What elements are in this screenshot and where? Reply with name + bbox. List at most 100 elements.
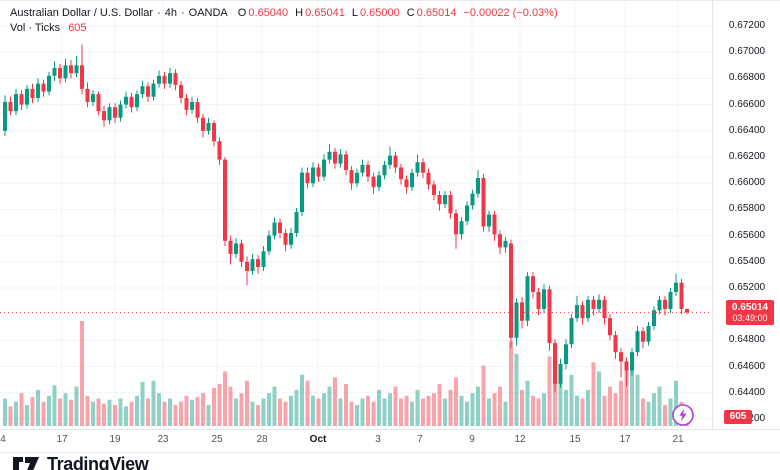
volume-bar — [470, 393, 475, 426]
volume-bar — [349, 401, 354, 426]
volume-study-label[interactable]: Vol · Ticks — [10, 22, 61, 34]
tradingview-logo-icon — [13, 456, 39, 470]
interval-label[interactable]: 4h — [164, 7, 177, 19]
volume-bar — [184, 395, 189, 426]
volume-bar — [443, 398, 447, 426]
low-label: L — [351, 7, 358, 19]
candle-body — [69, 65, 73, 74]
candle-body — [322, 159, 326, 177]
symbol-title[interactable]: Australian Dollar / U.S. Dollar — [10, 7, 154, 19]
candle-series — [3, 44, 689, 392]
volume-bar — [228, 386, 233, 426]
change-value: −0.00022 (−0.03%) — [463, 7, 558, 19]
candle-body — [674, 282, 678, 292]
volume-bar — [96, 398, 101, 426]
volume-study-value: 605 — [68, 22, 87, 34]
volume-bar — [338, 398, 343, 426]
candle-body — [542, 289, 546, 309]
candle-body — [580, 305, 585, 319]
candle-body — [234, 243, 238, 254]
volume-bar — [591, 362, 596, 426]
candle-body — [602, 299, 607, 319]
volume-bar — [432, 393, 436, 426]
volume-bar — [212, 387, 216, 426]
price-axis[interactable]: 0.642000.644000.646000.648000.650000.652… — [712, 1, 780, 429]
volume-bar — [531, 395, 535, 426]
candle-body — [487, 214, 491, 227]
candle-body — [239, 243, 244, 262]
time-tick-label: 15 — [569, 434, 581, 445]
volume-bar — [294, 389, 299, 426]
volume-bar — [327, 386, 332, 426]
time-tick-label: 19 — [109, 434, 121, 445]
volume-bar — [201, 393, 205, 426]
volume-bar — [129, 401, 134, 426]
candle-body — [531, 276, 535, 292]
price-tick-label: 0.64600 — [728, 360, 766, 372]
volume-bar — [586, 389, 590, 426]
candle-body — [630, 352, 634, 371]
candle-body — [586, 299, 590, 319]
candle-body — [410, 172, 414, 188]
close-label: C — [406, 7, 415, 19]
time-tick-label: 7 — [417, 434, 423, 445]
high-value: 0.65041 — [305, 7, 345, 19]
volume-bar — [646, 401, 651, 426]
candle-body — [333, 151, 337, 164]
volume-bar — [151, 380, 156, 426]
candle-body — [454, 213, 458, 235]
low-value: 0.65000 — [359, 7, 400, 19]
volume-bar — [635, 374, 640, 426]
candle-body — [448, 194, 453, 214]
volume-bar — [613, 393, 618, 426]
candle-body — [635, 331, 640, 353]
candle-body — [278, 222, 282, 233]
candle-body — [129, 96, 134, 108]
time-axis[interactable]: 4 17 19 23 25 28 Oct 3 7 9 12 15 17 21 — [0, 429, 780, 453]
candle-body — [641, 331, 645, 342]
candle-body — [685, 308, 689, 313]
price-tick-label: 0.65800 — [728, 203, 766, 215]
volume-bar — [426, 395, 431, 426]
candle-body — [52, 67, 57, 76]
volume-bar — [118, 398, 123, 426]
volume-bar — [36, 389, 40, 426]
volume-bar — [564, 389, 568, 426]
candle-body — [261, 251, 266, 268]
candle-body — [30, 88, 35, 99]
candle-body — [311, 167, 315, 184]
candle-body — [179, 84, 183, 99]
candle-body — [465, 205, 469, 222]
time-tick-label: 3 — [375, 434, 381, 445]
candle-body — [195, 101, 200, 118]
boost-button[interactable] — [671, 403, 695, 427]
current-price-badge: 0.65014 03:49:00 — [726, 300, 774, 326]
candle-body — [162, 75, 167, 84]
volume-bar — [8, 406, 13, 426]
tradingview-logo[interactable]: TradingView — [12, 454, 149, 470]
volume-bar — [674, 380, 678, 426]
volume-bar — [597, 371, 601, 426]
volume-bar — [107, 399, 112, 426]
volume-bar — [135, 395, 139, 426]
volume-bar — [41, 401, 46, 426]
legend-volume-row: Vol · Ticks 605 — [10, 21, 560, 36]
candle-body — [184, 98, 189, 110]
candle-body — [300, 172, 304, 213]
candle-body — [283, 232, 288, 245]
volume-bar — [619, 380, 623, 426]
grid — [0, 1, 712, 429]
candle-body — [360, 164, 365, 173]
volume-series — [3, 321, 689, 426]
candle-body — [8, 101, 13, 112]
price-tick-label: 0.66400 — [728, 124, 766, 136]
candle-body — [217, 141, 222, 160]
volume-bar — [388, 393, 392, 426]
candle-body — [91, 94, 95, 102]
price-chart-canvas[interactable] — [0, 1, 712, 429]
candle-body — [514, 302, 519, 338]
volume-bar — [316, 398, 321, 426]
volume-bar — [454, 377, 458, 426]
candle-body — [206, 122, 211, 131]
